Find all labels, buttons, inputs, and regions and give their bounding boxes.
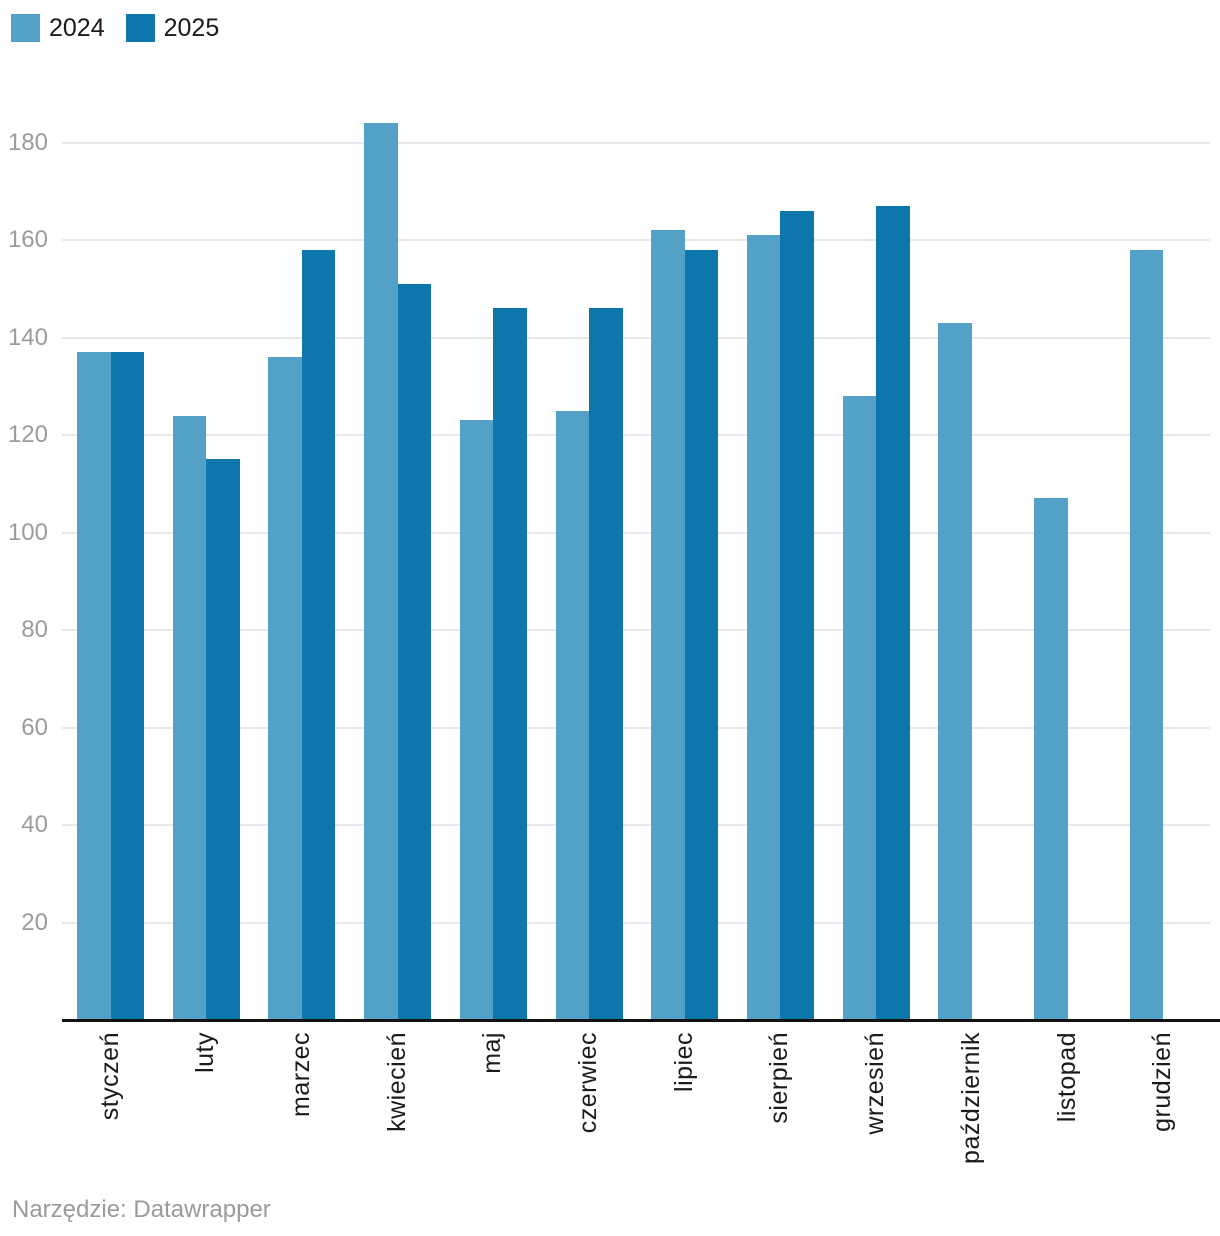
y-tick-label-140: 140 [7, 323, 48, 351]
y-tick-label-100: 100 [7, 518, 48, 546]
legend-swatch-2025 [125, 14, 155, 42]
x-axis-label-lipiec: lipiec [669, 1032, 698, 1092]
legend-label-2025: 2025 [163, 14, 220, 42]
x-axis-label-sierpień: sierpień [765, 1032, 794, 1124]
y-tick-label-160: 160 [7, 226, 48, 253]
bar-2025-czerwiec [589, 308, 623, 1020]
bar-2025-maj [493, 308, 527, 1020]
bar-2024-wrzesień [842, 396, 877, 1020]
gridline-60 [62, 726, 1210, 729]
x-axis-label-listopad: listopad [1052, 1032, 1081, 1123]
y-tick-label-60: 60 [21, 713, 48, 741]
x-axis-label-maj: maj [478, 1032, 507, 1074]
legend-swatch-2024 [11, 14, 40, 42]
bar-2025-sierpień [780, 210, 814, 1020]
y-tick-label-180: 180 [7, 128, 48, 156]
legend: 2024 2025 [11, 14, 219, 42]
bar-2024-sierpień [746, 235, 781, 1020]
bar-2024-luty [172, 415, 207, 1020]
bar-2025-styczeń [110, 352, 144, 1020]
x-axis-line [62, 1019, 1220, 1022]
gridline-120 [62, 434, 1210, 436]
bar-2024-czerwiec [555, 410, 589, 1020]
bar-2024-lipiec [651, 230, 685, 1020]
x-axis-label-luty: luty [191, 1032, 220, 1073]
bar-2024-styczeń [77, 352, 111, 1020]
legend-item-2025: 2025 [125, 14, 220, 42]
bar-2024-listopad [1034, 498, 1068, 1020]
x-axis-label-marzec: marzec [286, 1032, 315, 1117]
bar-2024-kwiecień [364, 123, 398, 1020]
attribution-text: Narzędzie: Datawrapper [12, 1196, 271, 1223]
gridline-100 [62, 531, 1210, 534]
x-axis-label-grudzień: grudzień [1148, 1032, 1177, 1132]
gridline-140 [62, 336, 1210, 339]
x-axis-label-kwiecień: kwiecień [382, 1032, 411, 1132]
bar-2024-maj [459, 420, 494, 1020]
bar-2024-październik [938, 322, 972, 1020]
gridline-40 [62, 824, 1210, 826]
bar-2025-marzec [301, 249, 336, 1020]
x-axis-label-styczeń: styczeń [95, 1032, 124, 1121]
bar-2025-lipiec [684, 249, 719, 1020]
gridline-80 [62, 629, 1210, 631]
bar-2025-kwiecień [397, 283, 432, 1020]
y-tick-label-80: 80 [21, 616, 48, 643]
legend-label-2024: 2024 [49, 14, 105, 42]
y-tick-label-120: 120 [7, 421, 48, 448]
legend-item-2024: 2024 [11, 14, 105, 42]
y-tick-label-40: 40 [21, 811, 48, 838]
bar-2025-luty [206, 459, 240, 1020]
x-axis-label-czerwiec: czerwiec [574, 1032, 602, 1134]
gridline-180 [62, 141, 1210, 144]
x-axis-label-wrzesień: wrzesień [861, 1032, 890, 1135]
bar-2024-marzec [268, 357, 302, 1020]
bar-2025-wrzesień [876, 205, 910, 1020]
bar-2024-grudzień [1129, 249, 1164, 1020]
gridline-160 [62, 239, 1210, 241]
x-axis-label-październik: październik [956, 1032, 985, 1164]
gridline-20 [62, 921, 1210, 924]
y-tick-label-20: 20 [21, 908, 48, 936]
